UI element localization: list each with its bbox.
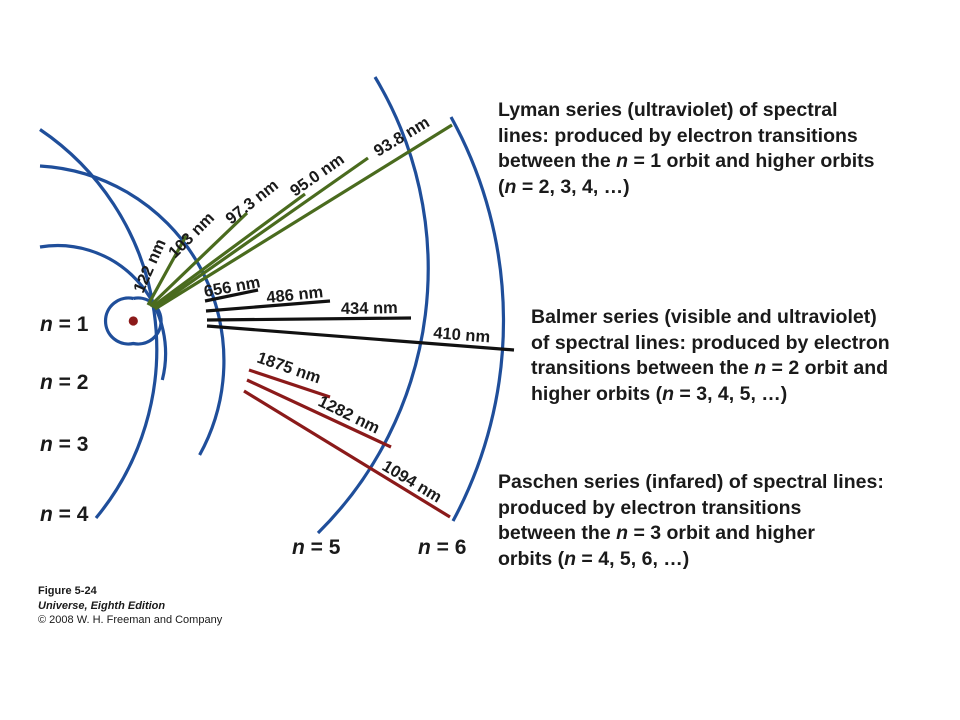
figure-caption: Figure 5-24 Universe, Eighth Edition © 2… — [38, 584, 222, 628]
orbit-n2 — [39, 243, 168, 381]
paschen-label-1875: 1875 nm — [255, 349, 323, 388]
description-line: higher orbits (n = 3, 4, 5, …) — [531, 382, 788, 405]
book-title: Universe, Eighth Edition — [38, 599, 166, 612]
description-line: Lyman series (ultraviolet) of spectral — [498, 99, 838, 121]
balmer-line-486 — [205, 299, 331, 313]
balmer-line-434 — [206, 316, 412, 322]
lyman-line-103 — [148, 211, 249, 308]
orbit-n6 — [449, 116, 506, 522]
lyman-label-93-8: 93.8 nm — [371, 113, 433, 160]
balmer-line-410 — [206, 324, 515, 352]
orbit-n4 — [39, 128, 159, 520]
orbit-n5 — [316, 76, 430, 535]
description-line: Balmer series (visible and ultraviolet) — [531, 306, 877, 328]
balmer-series-description: Balmer series (visible and ultraviolet) o… — [531, 305, 951, 407]
lyman-series-lines — [146, 123, 453, 311]
orbit-label-n4: n = 4 — [40, 503, 89, 526]
paschen-label-1094: 1094 nm — [379, 457, 445, 506]
paschen-line-1875 — [248, 368, 331, 399]
figure-number: Figure 5-24 — [38, 585, 97, 597]
lyman-line-95-0 — [153, 156, 369, 310]
description-line: produced by electron transitions — [498, 496, 802, 519]
balmer-series-lines — [204, 288, 515, 352]
balmer-label-434: 434 nm — [341, 299, 398, 318]
balmer-label-486: 486 nm — [266, 283, 324, 307]
orbit-label-n3: n = 3 — [40, 433, 88, 456]
lyman-line-97-3 — [151, 192, 306, 309]
description-line: lines: produced by electron transitions — [498, 124, 858, 147]
orbit-label-n1: n = 1 — [40, 313, 89, 336]
orbit-label-n5: n = 5 — [292, 536, 341, 559]
paschen-series-lines — [243, 368, 451, 519]
paschen-series-description: Paschen series (infared) of spectral lin… — [498, 470, 938, 572]
description-line: between the n = 3 orbit and higher — [498, 522, 815, 544]
balmer-label-410: 410 nm — [433, 324, 491, 346]
paschen-line-1094 — [243, 389, 451, 519]
balmer-line-656 — [204, 288, 259, 303]
orbit-label-n6: n = 6 — [418, 536, 466, 559]
lyman-line-93-8 — [154, 123, 453, 311]
lyman-label-97-3: 97.3 nm — [222, 176, 282, 228]
description-line: of spectral lines: produced by electron — [531, 331, 890, 354]
nucleus-dot — [128, 316, 138, 326]
description-line: Paschen series (infared) of spectral lin… — [498, 471, 884, 493]
description-line: orbits (n = 4, 5, 6, …) — [498, 547, 690, 570]
lyman-line-122 — [146, 235, 188, 306]
lyman-series-description: Lyman series (ultraviolet) of spectral li… — [498, 98, 938, 200]
description-line: transitions between the n = 2 orbit and — [531, 357, 889, 379]
orbit-label-n2: n = 2 — [40, 371, 88, 394]
description-line: (n = 2, 3, 4, …) — [498, 175, 630, 198]
copyright-line: © 2008 W. H. Freeman and Company — [38, 614, 223, 626]
description-line: between the n = 1 orbit and higher orbit… — [498, 150, 875, 172]
orbit-n3 — [39, 164, 226, 456]
paschen-line-1282 — [246, 378, 392, 449]
